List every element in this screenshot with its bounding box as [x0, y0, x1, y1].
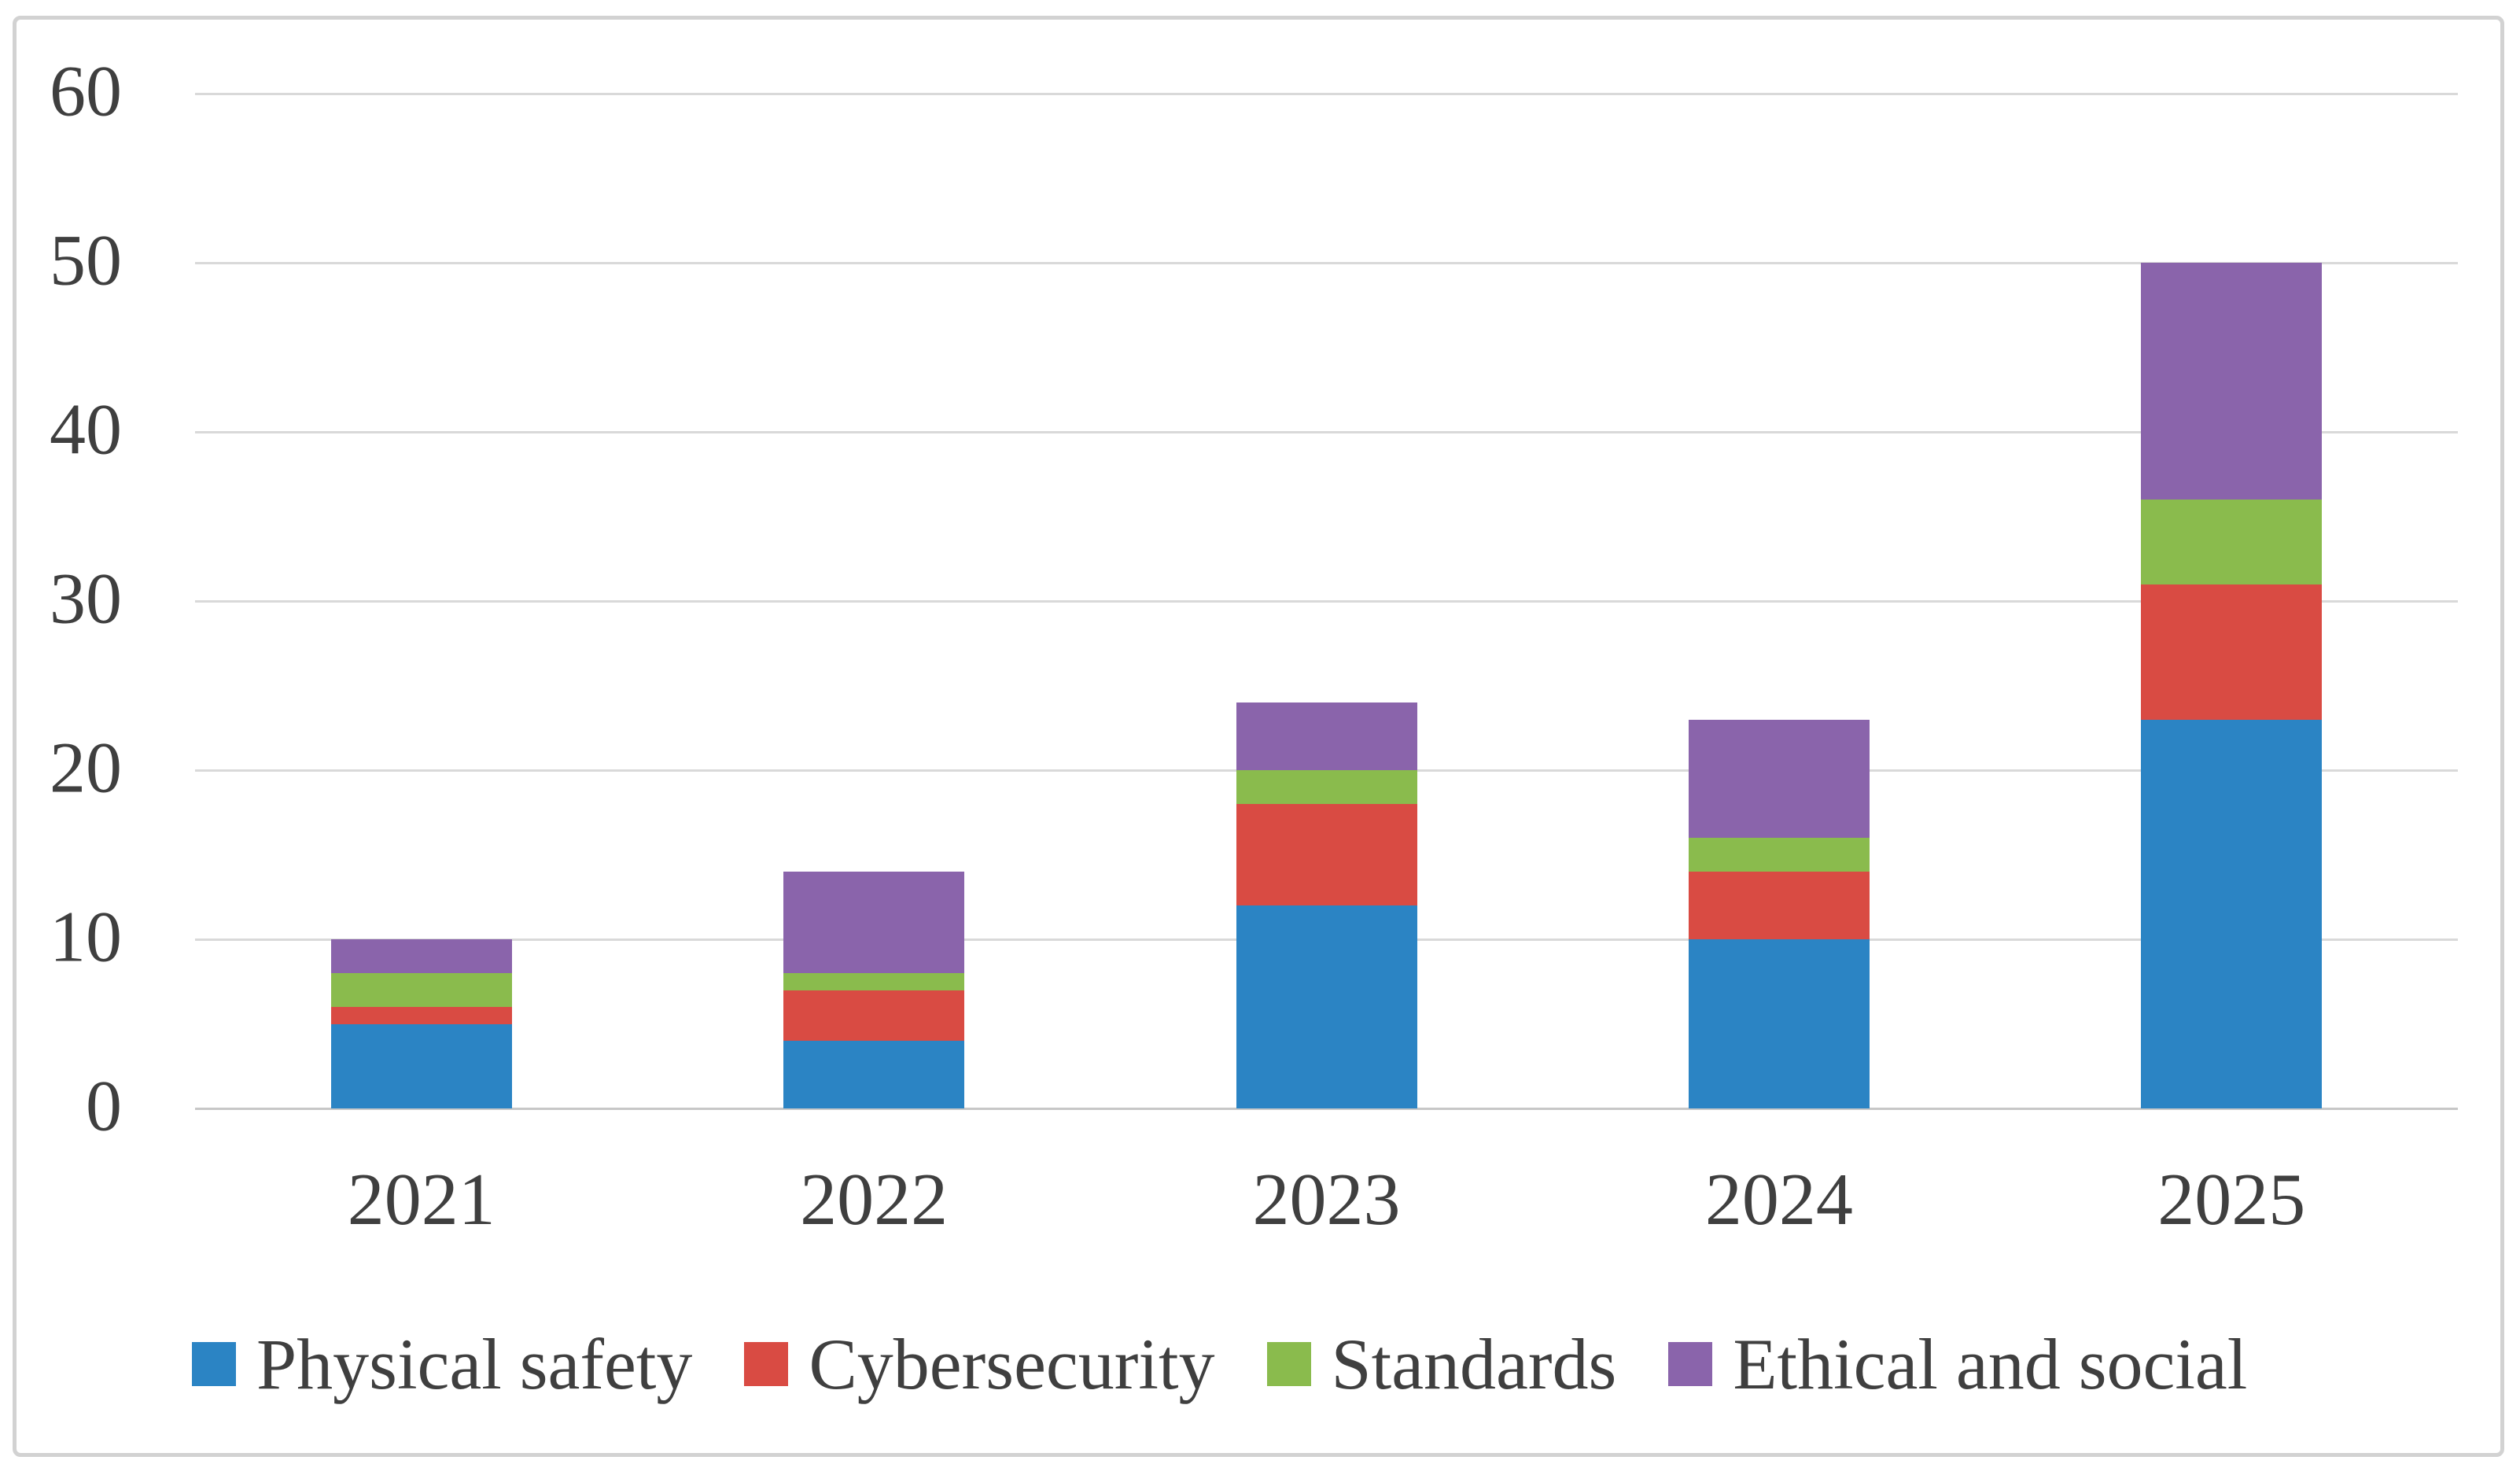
bar-segment-2023-cybersecurity [1236, 804, 1417, 905]
x-tick-label-2023: 2023 [1252, 1159, 1401, 1241]
y-tick-label-10: 10 [50, 896, 122, 977]
y-tick-label-40: 40 [50, 389, 122, 470]
bar-segment-2022-cybersecurity [783, 990, 965, 1041]
x-tick-label-2021: 2021 [347, 1159, 496, 1241]
legend-item-ethical-and-social: Ethical and social [1668, 1328, 2247, 1400]
bar-segment-2025-ethical-and-social [2141, 263, 2323, 500]
legend-swatch-cybersecurity-icon [744, 1342, 789, 1386]
legend-item-physical-safety: Physical safety [192, 1328, 692, 1400]
bar-segment-2025-cybersecurity [2141, 584, 2323, 720]
legend-label: Cybersecurity [809, 1324, 1215, 1404]
bar-segment-2023-ethical-and-social [1236, 702, 1417, 770]
bar-segment-2025-physical-safety [2141, 719, 2323, 1108]
legend-label: Physical safety [256, 1324, 693, 1404]
bar-segment-2024-physical-safety [1688, 939, 1870, 1108]
x-tick-label-2022: 2022 [800, 1159, 949, 1241]
bar-segment-2021-standards [330, 973, 512, 1007]
gridline-60 [195, 93, 2458, 95]
gridline-0 [195, 1108, 2458, 1110]
gridline-50 [195, 262, 2458, 264]
chart-legend: Physical safety Cybersecurity Standards Eth… [192, 1328, 2247, 1400]
y-tick-label-50: 50 [50, 219, 122, 301]
bar-segment-2024-ethical-and-social [1688, 719, 1870, 838]
bar-segment-2024-cybersecurity [1688, 872, 1870, 939]
legend-swatch-physical-safety-icon [192, 1342, 236, 1386]
legend-swatch-ethical-and-social-icon [1668, 1342, 1713, 1386]
x-tick-label-2025: 2025 [2157, 1159, 2306, 1241]
bar-segment-2022-physical-safety [783, 1041, 965, 1108]
bar-segment-2023-standards [1236, 770, 1417, 804]
y-tick-label-30: 30 [50, 558, 122, 639]
y-tick-label-0: 0 [86, 1065, 122, 1146]
bar-segment-2023-physical-safety [1236, 905, 1417, 1108]
bar-segment-2022-ethical-and-social [783, 872, 965, 973]
bar-segment-2021-ethical-and-social [330, 939, 512, 973]
y-tick-label-20: 20 [50, 727, 122, 808]
bar-segment-2025-standards [2141, 500, 2323, 584]
bar-segment-2021-physical-safety [330, 1023, 512, 1108]
bar-segment-2024-standards [1688, 838, 1870, 872]
legend-item-cybersecurity: Cybersecurity [744, 1324, 1215, 1404]
legend-item-standards: Standards [1266, 1324, 1617, 1404]
bar-segment-2022-standards [783, 973, 965, 990]
legend-label: Ethical and social [1733, 1324, 2248, 1404]
bar-segment-2021-cybersecurity [330, 1007, 512, 1024]
legend-swatch-standards-icon [1266, 1342, 1311, 1386]
gridline-40 [195, 431, 2458, 433]
legend-label: Standards [1331, 1324, 1617, 1404]
gridline-30 [195, 600, 2458, 603]
x-tick-label-2024: 2024 [1704, 1159, 1853, 1241]
y-tick-label-60: 60 [50, 50, 122, 131]
